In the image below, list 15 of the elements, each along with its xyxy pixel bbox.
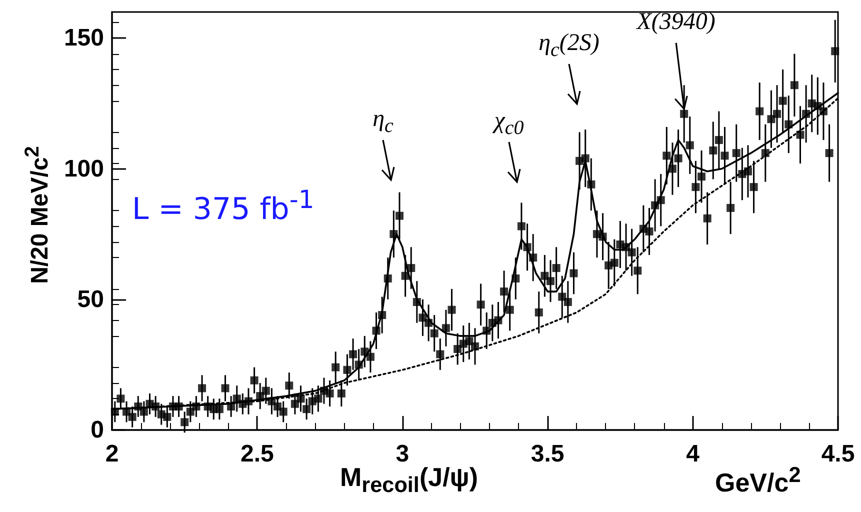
x-tick-label: 4.5	[821, 440, 855, 468]
x-tick-label: 2	[105, 440, 119, 468]
annotation: χ$_{c0}$	[494, 108, 524, 140]
annotation: η$_{c}$(2S)	[538, 30, 600, 62]
x-tick-label: 3.5	[530, 440, 564, 468]
text: GeV/c$^{2}$	[715, 462, 801, 499]
annotation: η$_{c}$	[372, 106, 394, 138]
annotation: L = 375 fb$^{-1}$	[132, 185, 314, 227]
y-tick-label: 150	[64, 24, 104, 52]
y-tick-label: 50	[77, 286, 104, 313]
x-tick-label: 2.5	[240, 440, 274, 468]
y-tick-label: 0	[90, 416, 104, 444]
x-tick-label: 4	[686, 440, 700, 468]
y-tick-label: 100	[64, 155, 104, 182]
annotation: X(3940)	[636, 8, 716, 36]
